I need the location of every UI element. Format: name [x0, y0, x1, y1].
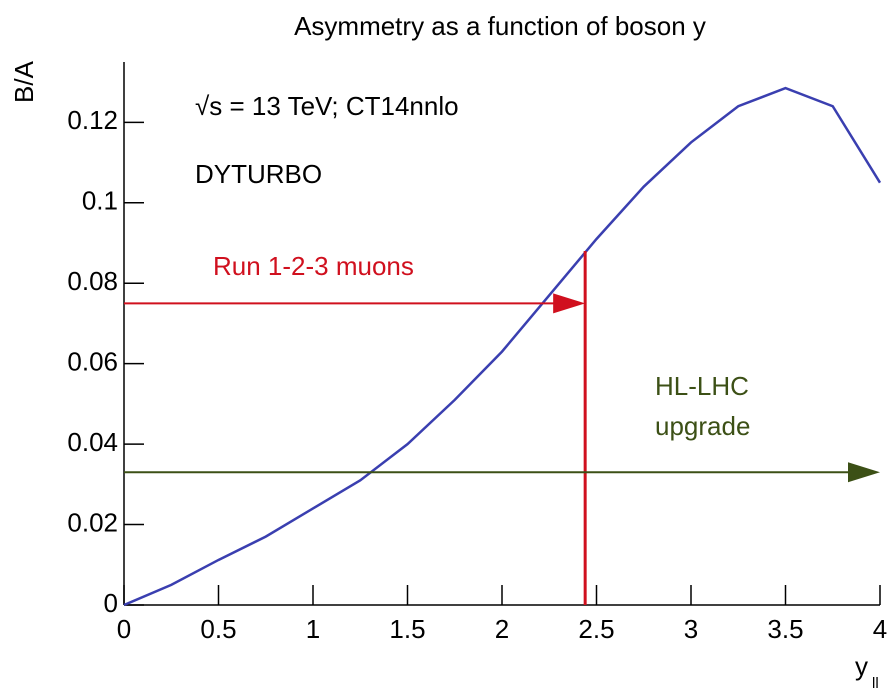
x-tick-label: 4	[873, 614, 887, 644]
x-axis-label: y	[855, 651, 868, 681]
x-tick-label: 1.5	[389, 614, 425, 644]
info-text: DYTURBO	[195, 159, 322, 189]
x-tick-label: 2.5	[578, 614, 614, 644]
chart-title: Asymmetry as a function of boson y	[294, 11, 706, 41]
annotation: upgrade	[655, 411, 750, 441]
y-tick-label: 0	[104, 588, 118, 618]
arrow-head	[553, 293, 586, 314]
y-tick-label: 0.06	[67, 347, 118, 377]
y-tick-label: 0.1	[82, 186, 118, 216]
arrow-head	[848, 462, 880, 483]
x-tick-label: 3	[684, 614, 698, 644]
y-axis-label: B/A	[9, 60, 39, 103]
y-tick-label: 0.12	[67, 105, 118, 135]
x-tick-label: 1	[306, 614, 320, 644]
y-tick-label: 0.02	[67, 507, 118, 537]
y-tick-label: 0.08	[67, 266, 118, 296]
x-axis-label-sub: ll	[872, 675, 879, 692]
curve	[123, 86, 882, 607]
info-text: √s = 13 TeV; CT14nnlo	[195, 91, 459, 121]
y-tick-label: 0.04	[67, 427, 118, 457]
x-tick-label: 2	[495, 614, 509, 644]
x-tick-label: 0.5	[200, 614, 236, 644]
x-tick-label: 3.5	[767, 614, 803, 644]
x-tick-label: 0	[117, 614, 131, 644]
annotation: Run 1-2-3 muons	[213, 251, 414, 281]
annotation: HL-LHC	[655, 371, 749, 401]
